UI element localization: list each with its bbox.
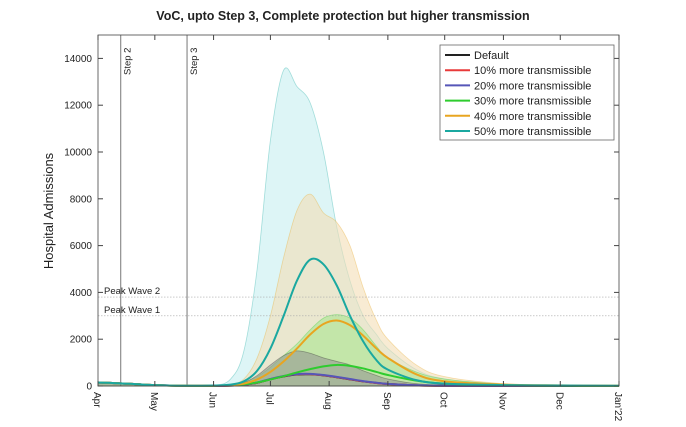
y-tick-label: 6000 — [70, 241, 93, 252]
legend-label: 40% more transmissible — [474, 111, 591, 123]
vline-label: Step 3 — [189, 48, 200, 75]
vline-label: Step 2 — [123, 48, 134, 75]
x-tick-label: Jul — [263, 392, 274, 405]
y-tick-label: 2000 — [70, 335, 93, 346]
x-tick-label: Aug — [322, 392, 333, 410]
reference-lines: Peak Wave 2 Peak Wave 1 Step 2 Step 3 — [98, 35, 619, 386]
chart-title: VoC, upto Step 3, Complete protection bu… — [156, 9, 529, 23]
y-tick-label: 14000 — [64, 54, 92, 65]
legend-label: 20% more transmissible — [474, 80, 591, 92]
hline-label: Peak Wave 1 — [104, 305, 160, 316]
y-tick-label: 0 — [86, 382, 92, 393]
x-tick-label: Sep — [381, 392, 392, 410]
x-tick-label: Oct — [438, 392, 449, 408]
x-tick-label: Nov — [496, 392, 507, 410]
plot-frame — [97, 34, 620, 387]
y-tick-label: 8000 — [70, 194, 93, 205]
x-tick-label: Jun — [207, 392, 218, 408]
legend-label: 30% more transmissible — [474, 96, 591, 108]
x-tick-label: Jan'22 — [612, 392, 623, 422]
legend-label: 50% more transmissible — [474, 126, 591, 138]
y-tick-label: 10000 — [64, 148, 92, 159]
hline-label: Peak Wave 2 — [104, 286, 160, 297]
y-tick-label: 4000 — [70, 288, 93, 299]
legend-label: 10% more transmissible — [474, 65, 591, 77]
legend-label: Default — [474, 50, 509, 62]
x-tick-label: Dec — [553, 392, 564, 410]
x-tick-label: May — [148, 392, 159, 411]
legend: Default 10% more transmissible 20% more tr… — [439, 44, 615, 141]
x-tick-label: Apr — [91, 392, 102, 408]
y-tick-label: 12000 — [64, 101, 92, 112]
axes: 0 2000 4000 6000 8000 10000 12000 14000 Apr May Ju… — [64, 34, 623, 422]
y-axis-label: Hospital Admissions — [41, 152, 56, 269]
legend-box — [439, 44, 615, 141]
